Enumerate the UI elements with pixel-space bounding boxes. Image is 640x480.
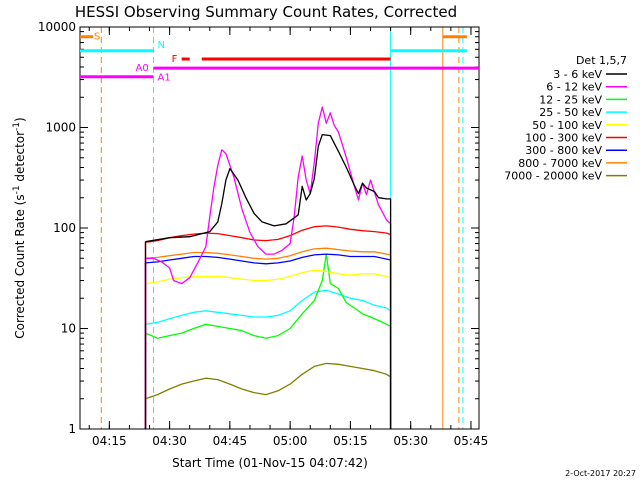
series-line-7000-20000-kev — [144, 362, 392, 429]
legend-title: Det 1,5,7 — [576, 54, 627, 67]
series-line-300-800-kev — [144, 253, 392, 429]
x-tick-label: 05:00 — [273, 434, 308, 448]
series-line-100-300-kev — [144, 225, 392, 429]
x-tick-label: 05:15 — [333, 434, 368, 448]
legend-label: 50 - 100 keV — [532, 119, 602, 132]
y-tick-label: 10000 — [38, 20, 76, 34]
flag-label-a0: A0 — [136, 63, 149, 74]
flag-label-s: S — [94, 32, 100, 43]
flag-label-a1: A1 — [158, 73, 171, 84]
flag-label-f: F — [172, 54, 178, 65]
series-line-12-25-kev — [144, 253, 392, 429]
chart-title: HESSI Observing Summary Count Rates, Cor… — [75, 3, 457, 21]
legend-label: 800 - 7000 keV — [518, 157, 602, 170]
x-tick-label: 04:15 — [92, 434, 127, 448]
legend-label: 300 - 800 keV — [525, 144, 602, 157]
x-tick-label: 05:45 — [454, 434, 489, 448]
legend-label: 12 - 25 keV — [539, 93, 602, 106]
y-tick-label: 10 — [61, 322, 76, 336]
flag-label-n: N — [158, 40, 165, 51]
series-line-50-100-kev — [144, 269, 392, 429]
y-tick-label: 1 — [68, 422, 76, 436]
series-line-6-12-kev — [144, 106, 392, 429]
y-tick-label: 100 — [53, 221, 76, 235]
y-tick-label: 1000 — [45, 121, 76, 135]
date-stamp: 2-Oct-2017 20:27 — [565, 469, 636, 478]
series-line-25-50-kev — [144, 289, 392, 429]
legend-label: 25 - 50 keV — [539, 106, 602, 119]
plot-frame — [79, 26, 480, 430]
legend-label: 7000 - 20000 keV — [504, 170, 602, 183]
legend-label: 3 - 6 keV — [553, 68, 602, 81]
legend-label: 6 - 12 keV — [546, 81, 602, 94]
x-tick-label: 04:45 — [213, 434, 248, 448]
legend-label: 100 - 300 keV — [525, 132, 602, 145]
series-line-3-6-kev — [144, 133, 392, 429]
x-tick-label: 05:30 — [393, 434, 428, 448]
series-line-800-7000-kev — [144, 247, 392, 429]
y-axis-label: Corrected Count Rate (s-1 detector-1) — [12, 117, 27, 338]
x-tick-label: 04:30 — [152, 434, 187, 448]
x-axis-label: Start Time (01-Nov-15 04:07:42) — [172, 456, 368, 470]
